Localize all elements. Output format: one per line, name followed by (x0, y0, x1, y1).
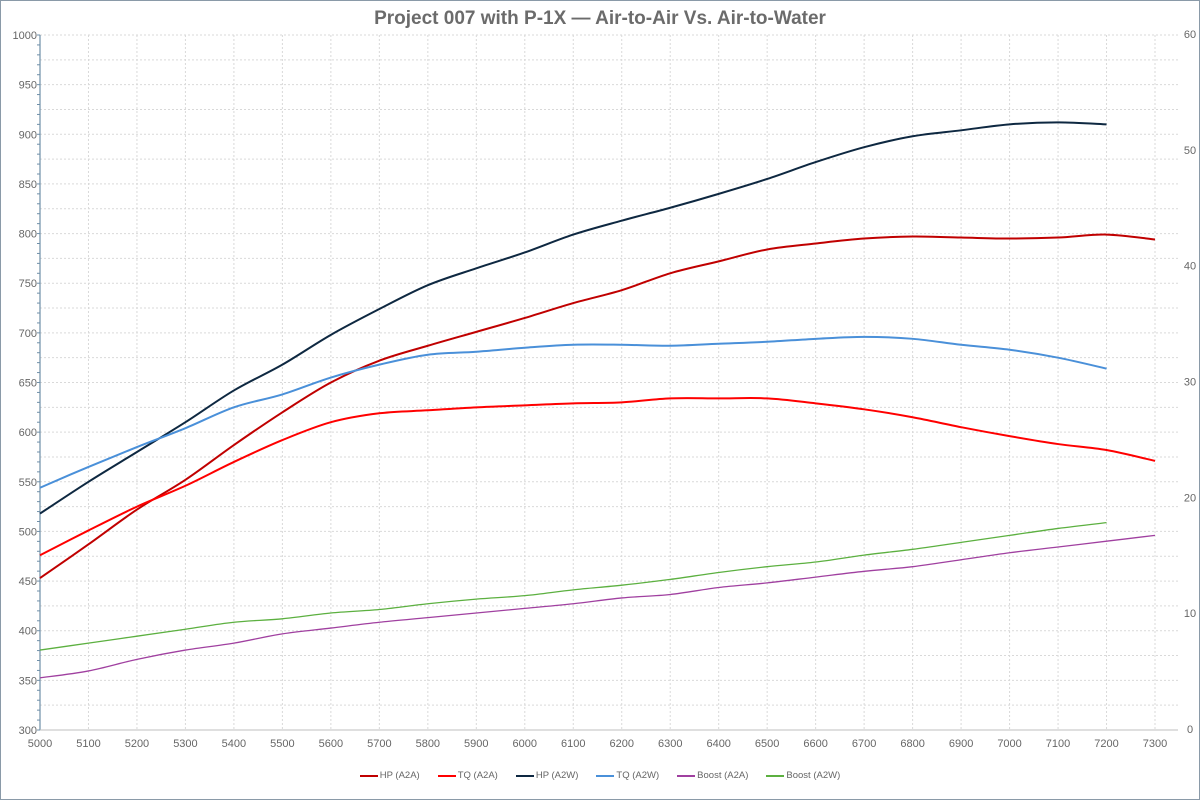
series-line-hp-a2a (39, 233, 1156, 579)
x-tick-label: 6800 (900, 738, 924, 750)
x-tick-label: 5800 (416, 738, 440, 750)
x-tick-label: 7000 (997, 738, 1021, 750)
legend-swatch (515, 774, 534, 777)
x-tick-label: 6600 (803, 738, 827, 750)
y-tick-label: 600 (19, 427, 37, 439)
x-tick-label: 5100 (76, 738, 100, 750)
legend-label: TQ (A2A) (457, 770, 498, 781)
legend-swatch (766, 774, 785, 777)
legend-item: TQ (A2A) (437, 770, 498, 781)
x-tick-label: 6000 (513, 738, 537, 750)
legend-swatch (359, 774, 378, 777)
legend-swatch (437, 774, 456, 777)
legend-item: HP (A2A) (359, 770, 420, 781)
x-tick-label: 5000 (28, 738, 52, 750)
x-tick-label: 5300 (173, 738, 197, 750)
x-tick-label: 6100 (561, 738, 585, 750)
x-tick-label: 5500 (270, 738, 294, 750)
x-tick-label: 5200 (125, 738, 149, 750)
series-line-hp-a2w (39, 121, 1107, 515)
legend-label: TQ (A2W) (616, 770, 660, 781)
y2-tick-label: 40 (1184, 261, 1196, 273)
x-tick-label: 5700 (367, 738, 391, 750)
series-line-tq-a2a (39, 397, 1156, 557)
y-tick-label: 450 (19, 576, 37, 588)
legend-item: TQ (A2W) (596, 770, 659, 781)
y-tick-label: 550 (19, 477, 37, 489)
y2-tick-label: 20 (1184, 492, 1196, 504)
y2-tick-label: 60 (1184, 29, 1196, 41)
x-tick-label: 6200 (609, 738, 633, 750)
series-line-boost-a2w (39, 522, 1107, 651)
y-tick-label: 300 (19, 725, 37, 737)
series-line-tq-a2w (39, 335, 1107, 489)
legend-label: HP (A2W) (535, 770, 579, 781)
legend-swatch (677, 774, 696, 777)
x-tick-label: 6700 (852, 738, 876, 750)
chart-title: Project 007 with P-1X — Air-to-Air Vs. A… (374, 8, 826, 29)
legend-swatch (596, 774, 615, 777)
x-tick-label: 7100 (1046, 738, 1070, 750)
y2-tick-label: 30 (1184, 377, 1196, 389)
y-tick-label: 650 (19, 378, 37, 390)
legend-item: HP (A2W) (515, 770, 579, 781)
x-tick-label: 5400 (222, 738, 246, 750)
y-tick-label: 900 (19, 129, 37, 141)
y2-tick-label: 10 (1184, 608, 1196, 620)
y-tick-label: 800 (19, 229, 37, 241)
y-tick-label: 400 (19, 626, 37, 638)
x-tick-label: 6300 (658, 738, 682, 750)
y-tick-label: 350 (19, 675, 37, 687)
y-tick-label: 1000 (13, 30, 37, 42)
x-tick-label: 5600 (319, 738, 343, 750)
legend: HP (A2A) TQ (A2A) HP (A2W) TQ (A2W) Boost (A… (0, 770, 1200, 781)
y-tick-label: 500 (19, 526, 37, 538)
x-tick-label: 7200 (1094, 738, 1118, 750)
x-tick-label: 5900 (464, 738, 488, 750)
legend-label: Boost (A2A) (697, 770, 749, 781)
x-tick-label: 6900 (949, 738, 973, 750)
y-tick-label: 700 (19, 328, 37, 340)
y-tick-label: 850 (19, 179, 37, 191)
legend-label: Boost (A2W) (786, 770, 841, 781)
y2-tick-label: 0 (1187, 724, 1193, 736)
y2-tick-label: 50 (1184, 145, 1196, 157)
legend-label: HP (A2A) (379, 770, 420, 781)
series-line-boost-a2a (39, 534, 1156, 679)
legend-item: Boost (A2W) (766, 770, 840, 781)
x-tick-label: 6400 (706, 738, 730, 750)
y-tick-label: 950 (19, 80, 37, 92)
x-tick-label: 6500 (755, 738, 779, 750)
legend-item: Boost (A2A) (677, 770, 748, 781)
x-tick-label: 7300 (1143, 738, 1167, 750)
y-tick-label: 750 (19, 278, 37, 290)
